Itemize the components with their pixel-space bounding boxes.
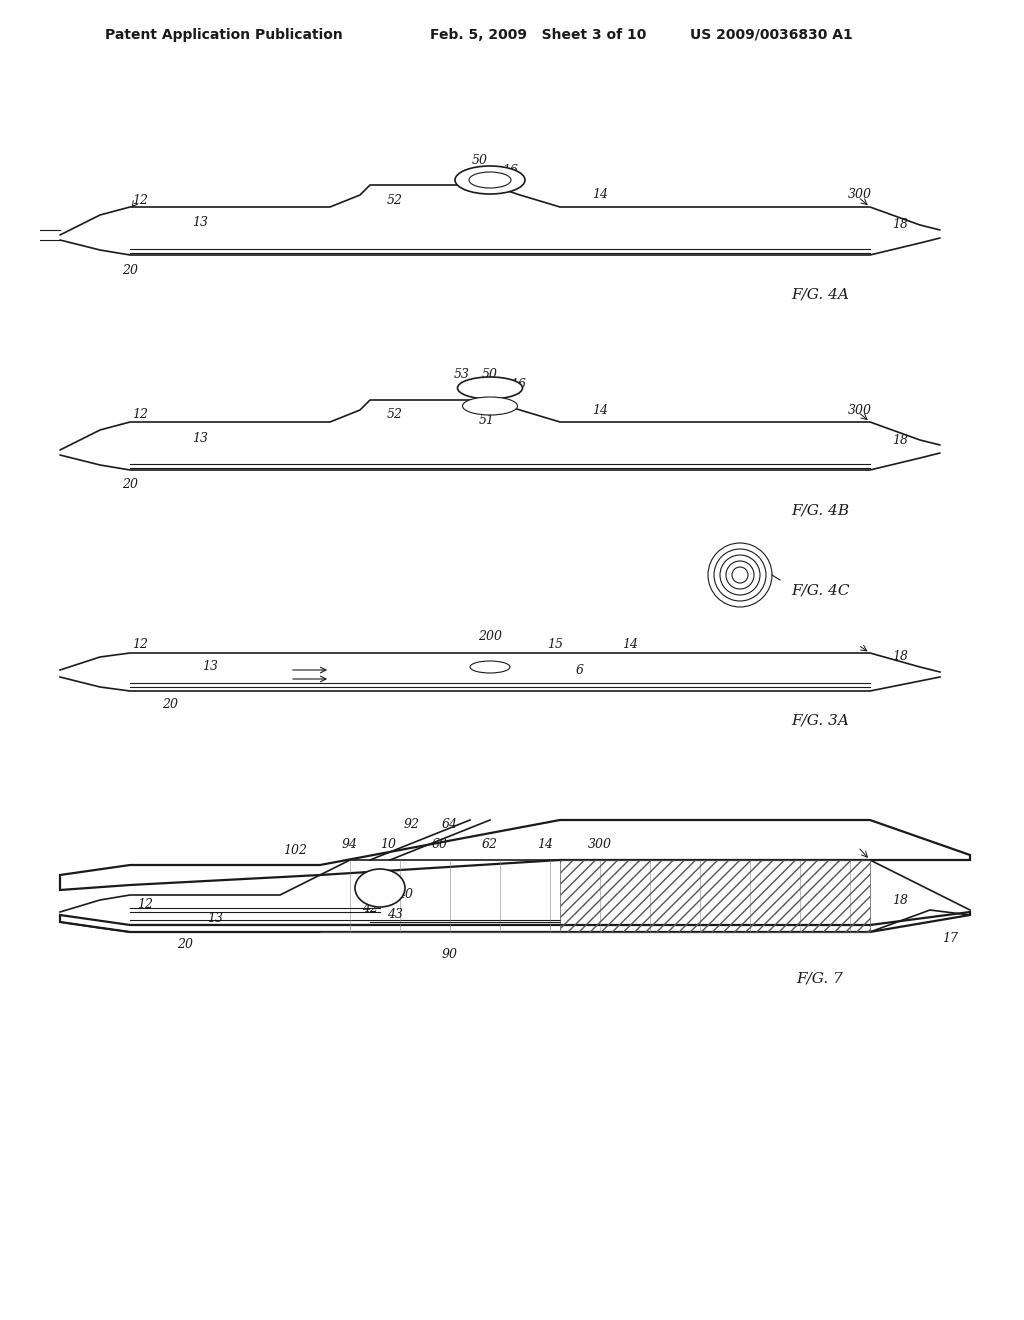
Text: 13: 13 <box>193 432 208 445</box>
Text: 20: 20 <box>122 479 138 491</box>
Text: 43: 43 <box>387 908 403 921</box>
Text: 53: 53 <box>454 368 470 381</box>
Text: 64: 64 <box>442 818 458 832</box>
Text: US 2009/0036830 A1: US 2009/0036830 A1 <box>690 28 853 42</box>
Text: 12: 12 <box>132 194 148 206</box>
Text: 14: 14 <box>592 404 608 417</box>
Text: 18: 18 <box>892 651 908 664</box>
Text: 300: 300 <box>848 404 872 417</box>
Text: 14: 14 <box>537 838 553 851</box>
Text: 50: 50 <box>482 368 498 381</box>
Text: 200: 200 <box>478 631 502 644</box>
Text: Patent Application Publication: Patent Application Publication <box>105 28 343 42</box>
Ellipse shape <box>463 397 517 414</box>
Text: 13: 13 <box>193 216 208 230</box>
Text: 14: 14 <box>622 639 638 652</box>
Text: 14: 14 <box>592 189 608 202</box>
Text: 17: 17 <box>942 932 958 945</box>
Text: 52: 52 <box>387 408 403 421</box>
Text: 51: 51 <box>479 413 495 426</box>
Ellipse shape <box>458 378 522 399</box>
Text: 18: 18 <box>892 219 908 231</box>
Text: F/G. 4C: F/G. 4C <box>791 583 849 597</box>
Text: 20: 20 <box>162 698 178 711</box>
Text: Feb. 5, 2009   Sheet 3 of 10: Feb. 5, 2009 Sheet 3 of 10 <box>430 28 646 42</box>
Text: 40: 40 <box>397 888 413 902</box>
Text: 16: 16 <box>510 379 526 392</box>
Text: 12: 12 <box>137 899 153 912</box>
Ellipse shape <box>470 661 510 673</box>
Text: 20: 20 <box>122 264 138 276</box>
Text: 300: 300 <box>588 838 612 851</box>
Text: 300: 300 <box>848 189 872 202</box>
Text: F/G. 4A: F/G. 4A <box>792 288 849 302</box>
Ellipse shape <box>455 166 525 194</box>
Text: 62: 62 <box>482 838 498 851</box>
Text: 15: 15 <box>547 639 563 652</box>
Text: 60: 60 <box>432 838 449 851</box>
Text: 94: 94 <box>342 838 358 851</box>
Text: 92: 92 <box>404 818 420 832</box>
Text: 42: 42 <box>362 902 378 915</box>
Text: 20: 20 <box>177 939 193 952</box>
Text: 12: 12 <box>132 408 148 421</box>
Text: F/G. 7: F/G. 7 <box>797 972 844 985</box>
Text: F/G. 4B: F/G. 4B <box>791 503 849 517</box>
Text: 90: 90 <box>442 949 458 961</box>
Text: 12: 12 <box>132 639 148 652</box>
Text: 50: 50 <box>472 153 488 166</box>
Text: 13: 13 <box>202 660 218 673</box>
Text: 18: 18 <box>892 433 908 446</box>
Text: 102: 102 <box>283 843 307 857</box>
Text: 18: 18 <box>892 894 908 907</box>
Text: 10: 10 <box>380 838 396 851</box>
Ellipse shape <box>355 869 406 907</box>
Text: 6: 6 <box>575 664 584 676</box>
Text: 13: 13 <box>207 912 223 924</box>
Text: 52: 52 <box>387 194 403 206</box>
Text: 16: 16 <box>502 164 518 177</box>
Text: F/G. 3A: F/G. 3A <box>792 713 849 727</box>
Ellipse shape <box>469 172 511 187</box>
